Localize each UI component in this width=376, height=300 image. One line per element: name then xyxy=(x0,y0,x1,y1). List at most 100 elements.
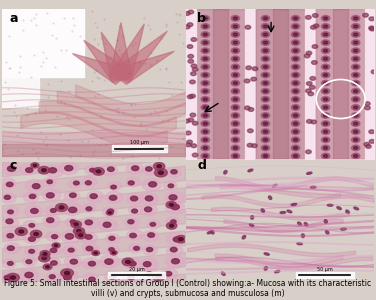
Circle shape xyxy=(73,181,79,185)
Ellipse shape xyxy=(353,130,358,133)
Ellipse shape xyxy=(352,129,360,134)
Ellipse shape xyxy=(201,121,209,126)
Ellipse shape xyxy=(261,104,270,110)
Ellipse shape xyxy=(294,106,298,109)
Ellipse shape xyxy=(187,95,193,99)
Ellipse shape xyxy=(264,66,268,68)
Ellipse shape xyxy=(261,145,270,151)
Ellipse shape xyxy=(244,79,250,83)
Ellipse shape xyxy=(261,129,270,134)
Ellipse shape xyxy=(264,58,268,60)
Circle shape xyxy=(132,166,139,171)
Ellipse shape xyxy=(353,17,358,20)
Circle shape xyxy=(73,227,85,235)
Ellipse shape xyxy=(221,272,225,275)
Ellipse shape xyxy=(321,88,330,94)
Ellipse shape xyxy=(323,130,327,133)
Circle shape xyxy=(61,230,80,243)
Ellipse shape xyxy=(291,56,300,62)
Ellipse shape xyxy=(352,104,360,110)
Ellipse shape xyxy=(323,147,327,149)
Ellipse shape xyxy=(201,153,209,159)
Circle shape xyxy=(45,258,60,268)
Ellipse shape xyxy=(294,155,298,157)
Circle shape xyxy=(62,202,82,215)
Circle shape xyxy=(128,205,143,214)
Circle shape xyxy=(111,250,117,255)
Ellipse shape xyxy=(203,82,208,85)
Circle shape xyxy=(68,248,74,252)
Circle shape xyxy=(166,201,176,208)
Ellipse shape xyxy=(369,130,374,134)
Circle shape xyxy=(164,181,177,190)
Circle shape xyxy=(170,224,174,227)
Text: d: d xyxy=(197,159,206,172)
Ellipse shape xyxy=(306,16,311,19)
Ellipse shape xyxy=(294,49,298,52)
Circle shape xyxy=(4,243,21,254)
Circle shape xyxy=(89,277,95,281)
Circle shape xyxy=(171,220,176,224)
Ellipse shape xyxy=(203,122,208,125)
Circle shape xyxy=(1,194,16,203)
Ellipse shape xyxy=(231,48,240,53)
Polygon shape xyxy=(333,9,348,159)
Circle shape xyxy=(30,230,42,238)
Circle shape xyxy=(105,259,113,264)
Circle shape xyxy=(38,167,50,174)
Circle shape xyxy=(15,227,27,236)
Ellipse shape xyxy=(264,130,268,133)
Ellipse shape xyxy=(233,155,238,157)
Circle shape xyxy=(140,193,158,205)
Circle shape xyxy=(40,250,50,257)
Ellipse shape xyxy=(352,88,360,94)
Circle shape xyxy=(145,196,153,201)
Ellipse shape xyxy=(261,32,270,38)
Circle shape xyxy=(50,208,56,212)
Ellipse shape xyxy=(233,106,238,109)
Ellipse shape xyxy=(261,97,270,102)
Circle shape xyxy=(168,184,174,188)
Circle shape xyxy=(170,248,177,252)
Ellipse shape xyxy=(247,143,253,147)
Ellipse shape xyxy=(352,121,360,126)
Ellipse shape xyxy=(353,106,358,109)
Circle shape xyxy=(7,233,14,238)
Ellipse shape xyxy=(354,207,359,210)
Circle shape xyxy=(157,165,161,168)
Circle shape xyxy=(88,261,96,266)
Circle shape xyxy=(42,256,47,260)
Ellipse shape xyxy=(312,45,318,48)
Ellipse shape xyxy=(294,90,298,92)
Ellipse shape xyxy=(264,98,268,101)
Circle shape xyxy=(26,179,44,191)
Circle shape xyxy=(94,252,97,254)
Ellipse shape xyxy=(264,17,268,20)
Circle shape xyxy=(65,234,74,239)
Circle shape xyxy=(147,248,153,252)
Ellipse shape xyxy=(211,230,214,234)
Circle shape xyxy=(85,235,92,239)
Ellipse shape xyxy=(188,59,194,63)
Ellipse shape xyxy=(352,15,360,21)
Ellipse shape xyxy=(188,10,194,14)
Ellipse shape xyxy=(323,82,327,85)
Ellipse shape xyxy=(251,77,256,81)
Ellipse shape xyxy=(294,74,298,76)
Text: b: b xyxy=(197,12,206,25)
Circle shape xyxy=(143,245,158,255)
Circle shape xyxy=(171,170,177,174)
Ellipse shape xyxy=(364,142,370,146)
Circle shape xyxy=(79,234,83,237)
Ellipse shape xyxy=(323,33,327,36)
Ellipse shape xyxy=(231,64,240,70)
Ellipse shape xyxy=(264,114,268,117)
Polygon shape xyxy=(73,54,126,84)
Circle shape xyxy=(166,167,181,177)
Circle shape xyxy=(143,231,159,242)
Polygon shape xyxy=(111,24,144,80)
Ellipse shape xyxy=(369,26,374,30)
Ellipse shape xyxy=(321,97,330,102)
Circle shape xyxy=(130,196,138,201)
Ellipse shape xyxy=(264,139,268,141)
